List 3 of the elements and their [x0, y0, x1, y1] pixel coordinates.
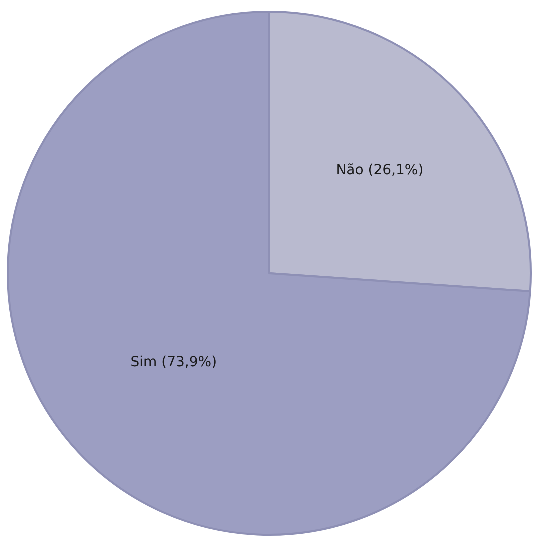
slice-label: Sim (73,9%): [130, 354, 218, 371]
pie-slice: [7, 11, 532, 536]
slice-label: Não (26,1%): [336, 162, 424, 178]
